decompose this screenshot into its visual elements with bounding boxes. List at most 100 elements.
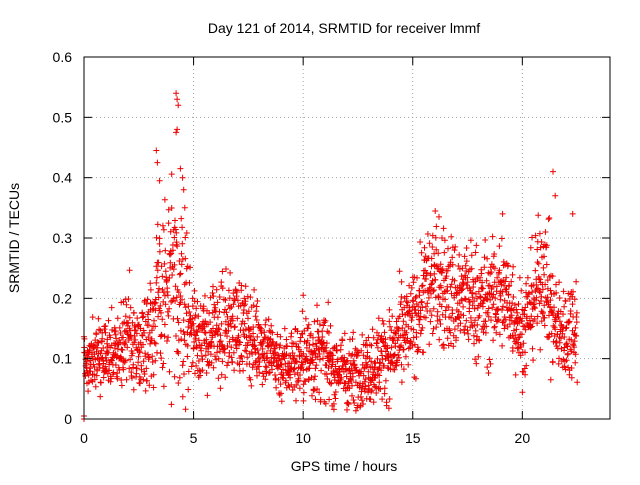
data-point — [432, 276, 439, 283]
y-tick-label: 0 — [64, 411, 72, 427]
data-point — [436, 336, 443, 343]
data-point — [468, 252, 475, 259]
data-point — [524, 274, 531, 281]
data-point — [193, 332, 199, 339]
data-point — [391, 352, 398, 359]
data-point — [173, 229, 180, 236]
data-point — [193, 305, 200, 312]
data-point — [263, 355, 270, 362]
data-point — [381, 362, 388, 369]
data-point — [272, 375, 279, 382]
data-point — [372, 360, 379, 367]
data-point — [330, 406, 337, 413]
data-point — [467, 237, 474, 244]
data-point — [384, 345, 391, 352]
data-point — [165, 334, 172, 341]
data-point — [152, 340, 159, 347]
data-point — [442, 307, 449, 314]
data-point — [185, 324, 192, 330]
data-point — [250, 330, 257, 337]
data-point — [291, 352, 298, 359]
data-point — [151, 339, 158, 346]
data-point — [97, 393, 104, 400]
data-point — [95, 339, 102, 346]
data-point — [568, 374, 575, 381]
data-point — [195, 337, 202, 344]
data-point — [273, 341, 280, 347]
data-point — [370, 334, 377, 341]
data-point — [136, 321, 142, 328]
data-point — [457, 320, 464, 327]
data-point — [484, 309, 491, 316]
data-point — [449, 254, 456, 261]
data-point — [316, 356, 323, 363]
data-point — [555, 360, 562, 367]
data-point — [471, 305, 478, 312]
data-point — [225, 327, 232, 334]
data-point — [572, 351, 579, 358]
data-point — [352, 407, 359, 414]
data-point — [491, 251, 498, 257]
data-point — [133, 330, 140, 337]
data-point — [174, 243, 181, 250]
data-point — [495, 305, 502, 312]
data-point — [111, 345, 118, 352]
data-point — [217, 348, 223, 355]
data-point — [490, 301, 497, 308]
chart-title: Day 121 of 2014, SRMTID for receiver lmm… — [208, 20, 480, 36]
data-point — [534, 246, 541, 253]
data-point — [293, 340, 299, 347]
data-point — [263, 317, 269, 324]
data-point — [521, 365, 528, 372]
data-point — [224, 343, 231, 349]
data-point — [152, 357, 159, 364]
data-point — [172, 283, 179, 290]
data-point — [161, 333, 168, 340]
data-point — [571, 344, 578, 351]
data-point — [212, 353, 218, 360]
data-point — [210, 325, 216, 332]
data-point — [283, 336, 290, 343]
data-point — [93, 331, 100, 338]
data-point — [312, 396, 319, 403]
data-point — [255, 350, 262, 357]
data-point — [203, 370, 210, 376]
data-point — [177, 165, 184, 172]
data-point — [350, 357, 357, 364]
data-point — [393, 330, 400, 337]
data-point — [255, 321, 262, 328]
data-point — [458, 287, 464, 294]
data-point — [535, 212, 542, 219]
data-point — [422, 314, 429, 321]
data-point — [89, 314, 96, 321]
data-point — [375, 366, 382, 373]
data-point — [402, 353, 409, 360]
data-point — [229, 358, 236, 365]
data-point — [140, 358, 147, 365]
data-point — [565, 350, 571, 357]
data-point — [104, 370, 111, 377]
data-point — [182, 234, 189, 241]
data-point — [562, 298, 569, 305]
data-point — [434, 308, 441, 315]
data-point — [334, 356, 341, 363]
data-point — [472, 317, 478, 324]
data-point — [301, 327, 308, 334]
data-point — [291, 365, 298, 372]
data-point — [369, 387, 375, 394]
data-point — [153, 263, 160, 270]
data-point — [344, 400, 351, 406]
data-point — [300, 389, 307, 396]
data-point — [156, 248, 163, 255]
data-point — [102, 329, 109, 336]
data-point — [471, 340, 477, 347]
data-point — [510, 263, 517, 270]
data-point — [541, 271, 548, 278]
data-point — [365, 334, 372, 341]
data-point — [344, 406, 350, 413]
data-point — [182, 304, 189, 311]
x-tick-label: 5 — [190, 430, 198, 446]
data-point — [518, 344, 525, 350]
data-point — [532, 267, 539, 274]
data-point — [183, 230, 190, 236]
